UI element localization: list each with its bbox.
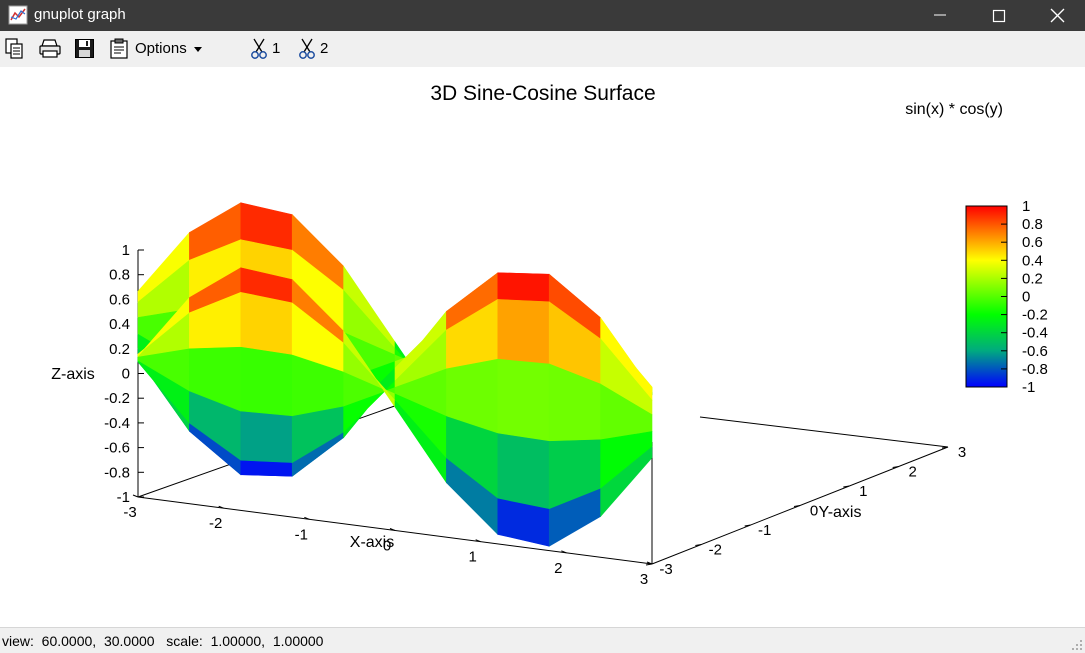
- colorbar-tick-label: 0: [1022, 289, 1030, 306]
- save-icon: [75, 39, 94, 58]
- y-tick-mark: [941, 446, 949, 449]
- x-tick-mark: [132, 494, 139, 498]
- colorbar-tick-label: 0.4: [1022, 252, 1043, 269]
- chart-key: sin(x) * cos(y): [905, 101, 1003, 118]
- y-tick-label: 3: [958, 444, 966, 461]
- print-icon: [39, 39, 61, 58]
- plot-2-label: 2: [320, 40, 329, 57]
- resize-grip-icon[interactable]: [1071, 639, 1083, 651]
- x-tick-label: -1: [295, 526, 308, 543]
- colorbar-tick-label: 0.6: [1022, 234, 1043, 251]
- colorbar-tick-label: -0.8: [1022, 361, 1048, 378]
- colorbar: [965, 205, 1008, 388]
- surface-patch: [497, 433, 550, 510]
- x-tick-label: 3: [640, 571, 648, 588]
- print-button[interactable]: [38, 37, 62, 61]
- z-tick-label: 0.6: [109, 291, 130, 308]
- z-axis-label: Z-axis: [51, 366, 95, 383]
- options-label: Options: [135, 40, 187, 57]
- surface-patch: [240, 291, 293, 355]
- copy-button[interactable]: [4, 37, 26, 61]
- clipboard-icon: [110, 38, 128, 59]
- colorbar-tick-label: -0.6: [1022, 343, 1048, 360]
- x-tick-mark: [218, 505, 224, 509]
- window-titlebar: gnuplot graph: [0, 0, 1085, 31]
- y-tick-mark: [793, 505, 801, 507]
- z-tick-label: -0.4: [104, 415, 130, 432]
- minimize-button[interactable]: [910, 0, 970, 31]
- surface-chart: 3D Sine-Cosine Surface sin(x) * cos(y) -…: [51, 82, 1048, 588]
- y-tick-label: -2: [709, 542, 722, 559]
- y-tick-mark: [892, 466, 899, 468]
- status-bar: view: 60.0000, 30.0000 scale: 1.00000, 1…: [0, 627, 1085, 653]
- copy-icon: [5, 38, 23, 59]
- y-tick-mark: [645, 563, 653, 566]
- y-axis-label: Y-axis: [819, 504, 862, 521]
- x-tick-label: 2: [554, 560, 562, 577]
- x-tick-label: 0: [383, 538, 391, 555]
- y-tick-label: -1: [758, 522, 771, 539]
- plot-area: 3D Sine-Cosine Surface sin(x) * cos(y) -…: [0, 67, 1085, 627]
- surface-patch: [497, 358, 550, 442]
- status-text: view: 60.0000, 30.0000 scale: 1.00000, 1…: [2, 633, 324, 649]
- chevron-down-icon: [194, 47, 202, 52]
- plot-1-label: 1: [272, 40, 281, 57]
- z-tick-label: -1: [117, 489, 130, 506]
- colorbar-tick-label: -1: [1022, 379, 1035, 396]
- x-tick-mark: [561, 550, 567, 554]
- close-icon: [1050, 8, 1065, 23]
- surface-patch: [240, 459, 293, 477]
- x-tick-mark: [304, 516, 310, 520]
- toolbar: Options 1 2: [0, 31, 1085, 67]
- surface-patch: [600, 446, 653, 518]
- y-tick-label: 0: [810, 503, 818, 520]
- z-tick-label: -0.8: [104, 464, 130, 481]
- z-tick-label: 0.2: [109, 341, 130, 358]
- z-tick-label: 0.8: [109, 267, 130, 284]
- z-tick-label: 1: [122, 242, 130, 259]
- colorbar-tick-label: -0.2: [1022, 307, 1048, 324]
- z-tick-label: -0.6: [104, 440, 130, 457]
- save-button[interactable]: [74, 37, 96, 61]
- y-tick-label: -3: [659, 561, 672, 578]
- gnuplot-app-icon: [8, 5, 28, 25]
- z-tick-label: -0.2: [104, 390, 130, 407]
- base-back-right-edge: [699, 416, 949, 448]
- surface-patch: [240, 346, 293, 417]
- x-tick-mark: [475, 539, 481, 543]
- colorbar-tick-label: 0.2: [1022, 270, 1043, 287]
- maximize-button[interactable]: [968, 0, 1028, 31]
- minimize-icon: [934, 14, 946, 16]
- y-tick-label: 1: [859, 483, 867, 500]
- surface-patch: [497, 272, 550, 303]
- z-tick-label: 0.4: [109, 316, 130, 333]
- y-tick-label: 2: [908, 464, 916, 481]
- maximize-icon: [992, 9, 1006, 23]
- scissors-icon: [251, 38, 267, 59]
- window-title: gnuplot graph: [34, 6, 126, 23]
- colorbar-tick-label: -0.4: [1022, 325, 1048, 342]
- close-button[interactable]: [1027, 0, 1085, 31]
- surface-patch: [240, 410, 293, 463]
- toggle-plot-1-button[interactable]: 1: [250, 37, 290, 61]
- colorbar-tick-label: 0.8: [1022, 216, 1043, 233]
- y-tick-mark: [843, 485, 850, 488]
- y-tick-mark: [744, 524, 751, 527]
- x-tick-label: 1: [468, 549, 476, 566]
- colorbar-tick-label: 1: [1022, 198, 1030, 215]
- toggle-plot-2-button[interactable]: 2: [298, 37, 338, 61]
- chart-title: 3D Sine-Cosine Surface: [430, 82, 655, 105]
- x-tick-mark: [389, 528, 396, 531]
- z-tick-label: 0: [122, 366, 130, 383]
- x-axis-label: X-axis: [350, 534, 394, 551]
- x-tick-label: -2: [209, 515, 222, 532]
- scissors-icon: [299, 38, 315, 59]
- y-tick-mark: [695, 544, 702, 546]
- x-tick-label: -3: [123, 504, 136, 521]
- surface-patch: [497, 299, 550, 365]
- options-dropdown[interactable]: Options: [109, 37, 209, 61]
